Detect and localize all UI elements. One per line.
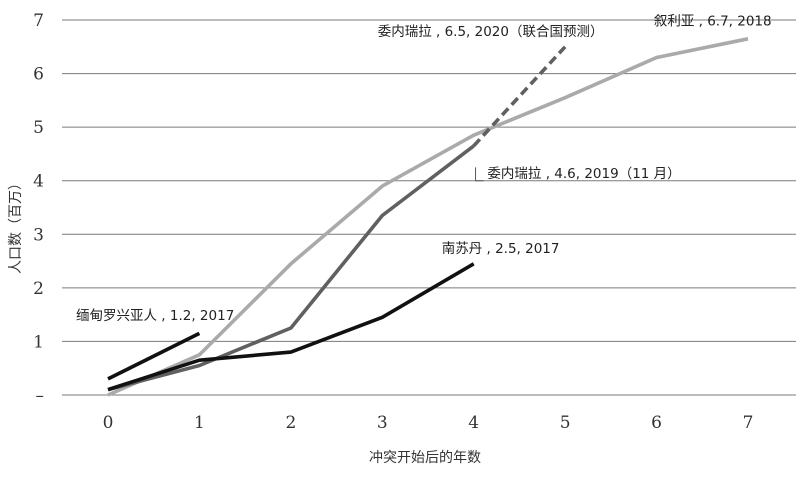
y-tick-label-4: 4 <box>33 172 44 192</box>
x-tick-label-4: 4 <box>468 413 479 433</box>
y-tick-label-6: 6 <box>33 65 44 85</box>
gridlines <box>62 19 796 396</box>
x-tick-label-3: 3 <box>377 413 388 433</box>
y-tick-label-7: 7 <box>33 11 44 31</box>
series-line-syria <box>107 37 749 397</box>
series-lines <box>107 37 749 397</box>
y-axis-title: 人口数（百万） <box>8 176 24 274</box>
annotation-myanmar-2017: 缅甸罗兴亚人 , 1.2, 2017 <box>76 308 234 324</box>
annotation-south-sudan-2017: 南苏丹 , 2.5, 2017 <box>442 241 560 257</box>
x-tick-label-7: 7 <box>743 413 754 433</box>
series-line-myanmar <box>107 331 201 381</box>
series-line-venezuela <box>107 144 475 392</box>
x-axis-ticks: 0 1 2 3 4 5 6 7 <box>103 413 754 433</box>
annotations: 委内瑞拉 , 6.5, 2020（联合国预测） 叙利亚 , 6.7, 2018 委内… <box>76 13 772 324</box>
y-tick-label-3: 3 <box>33 225 44 245</box>
annotation-venezuela-2019: 委内瑞拉 , 4.6, 2019（11 月） <box>487 166 680 182</box>
leader-lines <box>475 167 484 182</box>
x-tick-label-2: 2 <box>285 413 296 433</box>
leader-line-venezuela-2019 <box>475 167 484 182</box>
series-line-venezuela-forecast <box>472 45 567 148</box>
x-tick-label-6: 6 <box>651 413 662 433</box>
annotation-venezuela-2020: 委内瑞拉 , 6.5, 2020（联合国预测） <box>378 24 604 40</box>
y-axis-ticks: – 1 2 3 4 5 6 7 <box>33 11 44 406</box>
annotation-syria-2018: 叙利亚 , 6.7, 2018 <box>654 13 772 29</box>
y-tick-label-5: 5 <box>33 118 44 138</box>
y-tick-label-0: – <box>36 386 45 406</box>
series-line-south-sudan <box>107 262 475 392</box>
x-tick-label-5: 5 <box>560 413 571 433</box>
y-tick-label-1: 1 <box>33 332 44 352</box>
y-tick-label-2: 2 <box>33 279 44 299</box>
x-tick-label-0: 0 <box>103 413 114 433</box>
x-axis-title: 冲突开始后的年数 <box>369 450 481 466</box>
x-tick-label-1: 1 <box>194 413 205 433</box>
